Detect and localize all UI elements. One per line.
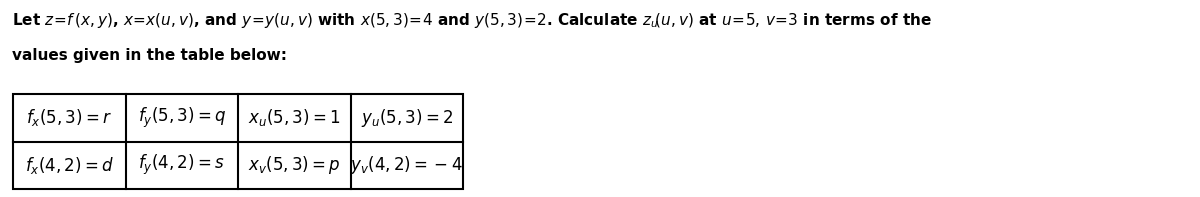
Text: $f_y(4,2)=s$: $f_y(4,2)=s$	[138, 153, 226, 177]
Text: $f_y(5,3)=q$: $f_y(5,3)=q$	[138, 106, 226, 130]
Text: $f_x(4,2)=d$: $f_x(4,2)=d$	[25, 155, 114, 176]
Text: values given in the table below:: values given in the table below:	[12, 48, 287, 63]
Text: $x_u(5,3)=1$: $x_u(5,3)=1$	[248, 107, 341, 128]
Text: $f_x(5,3)=r$: $f_x(5,3)=r$	[26, 107, 113, 128]
Text: $y_u(5,3)=2$: $y_u(5,3)=2$	[361, 107, 452, 129]
Text: $y_v(4,2)=-4$: $y_v(4,2)=-4$	[350, 154, 463, 176]
Text: Let $z\!=\!f\,(x,y)$, $x\!=\!x(u,v)$, and $y\!=\!y(u,v)$ with $x(5,3)\!=\!4$ and: Let $z\!=\!f\,(x,y)$, $x\!=\!x(u,v)$, an…	[12, 11, 932, 30]
Bar	[13, 94, 463, 189]
Text: $x_v(5,3)=p$: $x_v(5,3)=p$	[248, 154, 341, 176]
